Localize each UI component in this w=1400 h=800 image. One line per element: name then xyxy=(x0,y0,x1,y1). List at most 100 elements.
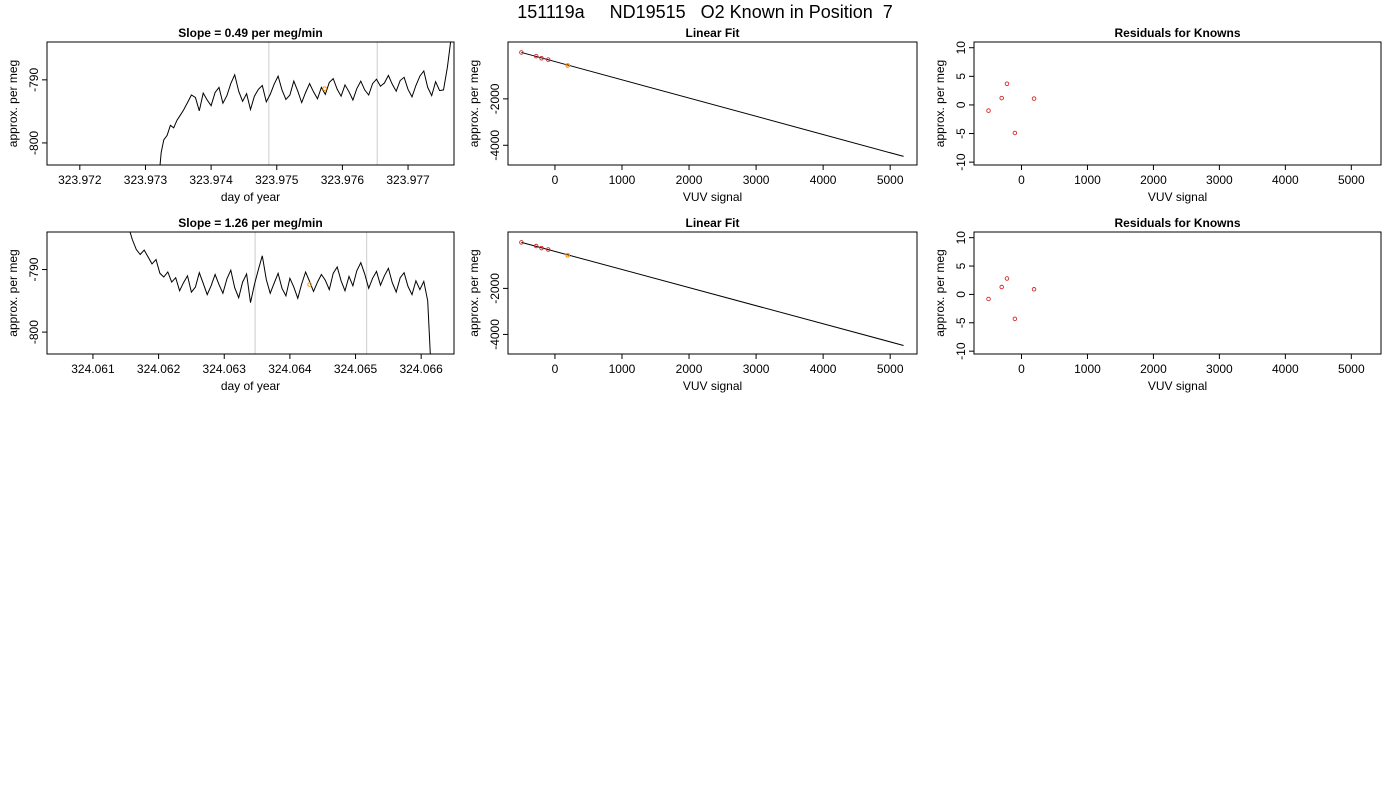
x-tick-label: 2000 xyxy=(1140,362,1167,376)
x-tick-label: 323.976 xyxy=(321,173,365,187)
data-point xyxy=(986,108,991,113)
data-point xyxy=(533,53,539,59)
x-tick-label: 3000 xyxy=(1206,362,1233,376)
x-tick-label: 0 xyxy=(552,362,559,376)
y-tick-label: -800 xyxy=(27,320,41,344)
y-tick-label: -5 xyxy=(954,317,968,328)
chart-panel-5: 0 1000 2000 3000 4000 5000 -4000 -2000 Linear Fi… xyxy=(467,216,918,393)
data-point xyxy=(999,95,1004,101)
fit-line xyxy=(521,241,904,346)
data-point xyxy=(1004,276,1010,281)
x-axis-label: VUV signal xyxy=(683,379,742,393)
plot-area xyxy=(986,276,1037,322)
x-tick-label: 5000 xyxy=(877,362,904,376)
chart-panel-3: 0 1000 2000 3000 4000 5000 -10 -5 0 5 10 Residuals … xyxy=(933,26,1382,204)
plot-area xyxy=(159,42,452,165)
x-tick-label: 2000 xyxy=(676,362,703,376)
x-tick-label: 1000 xyxy=(1074,362,1101,376)
x-tick-label: 324.064 xyxy=(268,362,312,376)
x-tick-label: 3000 xyxy=(743,173,770,187)
data-point xyxy=(539,55,544,61)
data-point xyxy=(999,284,1004,290)
x-axis-label: VUV signal xyxy=(683,190,742,204)
data-point xyxy=(1004,81,1010,87)
plot-area xyxy=(519,240,904,346)
data-point xyxy=(1012,130,1018,136)
data-point xyxy=(519,240,524,245)
y-tick-label: 10 xyxy=(954,231,968,245)
x-tick-label: 2000 xyxy=(1140,173,1167,187)
y-axis-label: approx. per meg xyxy=(467,60,481,147)
chart-title: Slope = 1.26 per meg/min xyxy=(178,216,322,230)
chart-panel-2: 0 1000 2000 3000 4000 5000 -4000 -2000 Linear Fi… xyxy=(467,26,918,204)
y-axis-label: approx. per meg xyxy=(467,249,481,336)
y-tick-label: -790 xyxy=(27,68,41,92)
series-line xyxy=(129,232,431,354)
plot-frame xyxy=(507,41,918,166)
x-tick-label: 323.972 xyxy=(58,173,102,187)
plot-area xyxy=(519,50,904,157)
x-tick-label: 323.975 xyxy=(255,173,299,187)
x-tick-label: 324.066 xyxy=(399,362,443,376)
x-tick-label: 3000 xyxy=(743,362,770,376)
x-tick-label: 1000 xyxy=(609,173,636,187)
plot-frame xyxy=(46,41,455,166)
fit-line xyxy=(521,51,904,157)
x-tick-label: 5000 xyxy=(877,173,904,187)
x-tick-label: 323.973 xyxy=(124,173,168,187)
y-tick-label: -10 xyxy=(954,342,968,360)
chart-title: Linear Fit xyxy=(685,216,739,230)
x-tick-label: 1000 xyxy=(609,362,636,376)
y-axis-label: approx. per meg xyxy=(6,249,20,336)
data-point xyxy=(545,57,551,62)
data-point xyxy=(986,296,991,302)
data-point xyxy=(539,245,544,251)
x-tick-label: 323.977 xyxy=(386,173,430,187)
x-tick-label: 0 xyxy=(1018,362,1025,376)
y-tick-label: -2000 xyxy=(488,83,502,114)
plot-frame xyxy=(973,41,1382,166)
plot-area xyxy=(129,232,431,354)
highlight-point xyxy=(565,252,570,258)
y-tick-label: 0 xyxy=(954,291,968,298)
chart-panel-1: 323.972 323.973 323.974 323.975 323.976 323.9… xyxy=(6,26,455,204)
plot-frame xyxy=(973,231,1382,355)
data-point xyxy=(1031,287,1037,292)
x-tick-label: 5000 xyxy=(1338,362,1365,376)
y-axis-label: approx. per meg xyxy=(933,60,947,147)
y-tick-label: -4000 xyxy=(488,319,502,350)
x-tick-label: 0 xyxy=(552,173,559,187)
x-tick-label: 3000 xyxy=(1206,173,1233,187)
y-tick-label: 5 xyxy=(954,262,968,269)
x-tick-label: 0 xyxy=(1018,173,1025,187)
y-tick-label: -4000 xyxy=(488,130,502,161)
data-point xyxy=(1031,96,1037,101)
chart-panel-4: 324.061 324.062 324.063 324.064 324.065 324.0… xyxy=(6,216,455,393)
data-point xyxy=(533,243,539,249)
data-point xyxy=(1012,316,1018,322)
x-tick-label: 1000 xyxy=(1074,173,1101,187)
y-tick-label: -2000 xyxy=(488,273,502,304)
x-axis-label: VUV signal xyxy=(1148,379,1207,393)
highlight-point xyxy=(322,86,327,91)
plot-frame xyxy=(46,231,455,355)
chart-title: Linear Fit xyxy=(685,26,739,40)
highlight-point xyxy=(565,63,570,68)
x-tick-label: 324.062 xyxy=(137,362,181,376)
y-tick-label: 10 xyxy=(954,41,968,55)
x-axis-label: day of year xyxy=(221,379,280,393)
x-tick-label: 323.974 xyxy=(189,173,233,187)
y-tick-label: 0 xyxy=(954,101,968,108)
y-tick-label: -800 xyxy=(27,131,41,155)
x-tick-label: 5000 xyxy=(1338,173,1365,187)
x-tick-label: 4000 xyxy=(1272,362,1299,376)
plot-frame xyxy=(507,231,918,355)
x-axis-label: day of year xyxy=(221,190,280,204)
x-tick-label: 324.065 xyxy=(334,362,378,376)
y-tick-label: -5 xyxy=(954,128,968,139)
data-point xyxy=(519,50,524,55)
chart-panel-6: 0 1000 2000 3000 4000 5000 -10 -5 0 5 10 Residuals … xyxy=(933,216,1382,393)
data-point xyxy=(545,247,551,252)
plot-area xyxy=(986,81,1037,136)
